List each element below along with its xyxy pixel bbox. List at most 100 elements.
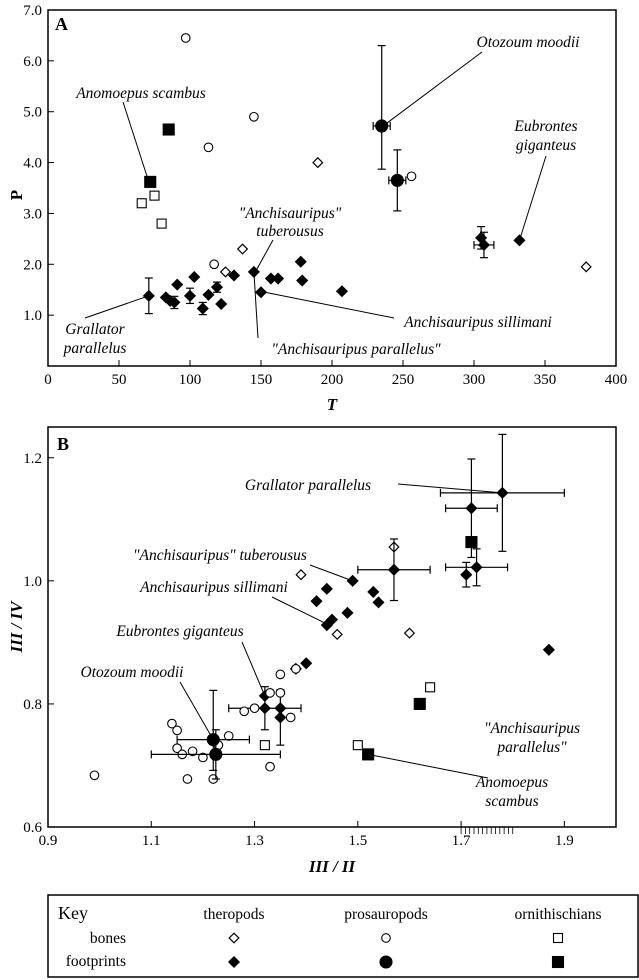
ornithischians-bones-point bbox=[149, 190, 160, 201]
x-tick-label: 350 bbox=[534, 372, 557, 388]
theropods-footprints-point bbox=[470, 561, 483, 574]
key-prosauropods-footprints-marker bbox=[379, 955, 393, 969]
ornithischians-footprints-point bbox=[144, 175, 157, 188]
ornithischians-bones-point bbox=[136, 198, 147, 209]
theropods-footprints-point bbox=[294, 255, 307, 268]
theropods-footprints-point bbox=[346, 574, 359, 587]
theropods-footprints-point bbox=[465, 502, 478, 515]
y-tick-label: 5.0 bbox=[23, 105, 42, 121]
theropods-footprints-point bbox=[387, 563, 401, 576]
prosauropods-bones-point bbox=[291, 663, 301, 674]
theropods-footprints-point bbox=[247, 265, 260, 278]
prosauropods-bones-point bbox=[209, 259, 219, 270]
theropods-footprints-point bbox=[496, 486, 509, 499]
theropods-bones-point bbox=[403, 627, 416, 639]
key-row-bones: bones bbox=[90, 930, 126, 947]
annotation-grallator-parallelus: Grallator parallelus bbox=[245, 477, 371, 494]
ornithischians-footprints-point bbox=[413, 697, 426, 710]
x-tick-label: 250 bbox=[392, 372, 415, 388]
prosauropods-bones-point bbox=[223, 731, 234, 741]
theropods-footprints-point bbox=[258, 702, 271, 715]
prosauropods-footprints-point bbox=[209, 747, 223, 761]
theropods-footprints-point bbox=[310, 595, 323, 608]
annotation-anomoepus-line1: Anomoepus bbox=[475, 774, 548, 791]
theropods-bones-point bbox=[331, 628, 343, 641]
prosauropods-bones-point bbox=[203, 142, 214, 153]
panel-a-y-axis-label: P bbox=[7, 190, 26, 200]
prosauropods-bones-point bbox=[275, 687, 286, 698]
panel-a: A T P 0 50 100 150 200 250 300 350 400 7.0 6.0 5.0 4… bbox=[7, 3, 627, 414]
y-tick-label: 3.0 bbox=[23, 206, 42, 222]
leader-otozoum bbox=[179, 681, 214, 740]
x-tick-label: 200 bbox=[321, 372, 344, 388]
panel-a-letter: A bbox=[55, 14, 68, 34]
theropods-footprints-point bbox=[367, 585, 380, 598]
leader-sillimani bbox=[262, 291, 395, 319]
panel-b-x-axis-label: III / II bbox=[308, 857, 357, 876]
annotation-parallelus-line2: parallelus" bbox=[496, 739, 567, 756]
annotation-otozoum-moodii: Otozoum moodii bbox=[81, 664, 184, 681]
theropods-footprints-point bbox=[320, 582, 333, 595]
prosauropods-bones-point bbox=[265, 761, 275, 772]
prosauropods-bones-point bbox=[167, 718, 177, 729]
theropods-footprints-point bbox=[183, 289, 197, 302]
theropods-footprints-point bbox=[271, 272, 285, 285]
prosauropods-bones-point bbox=[198, 752, 208, 763]
theropods-footprints-point bbox=[513, 234, 526, 247]
key-column-theropods: theropods bbox=[203, 906, 264, 923]
leader-eubrontes bbox=[518, 155, 547, 241]
leader-eubrontes bbox=[241, 641, 266, 697]
annotation-tuberousus-line1: "Anchisauripus" bbox=[239, 205, 342, 222]
theropods-bones-point bbox=[219, 266, 232, 278]
leader-grallator bbox=[84, 295, 149, 319]
x-tick-label: 1.3 bbox=[245, 833, 264, 849]
y-tick-label: 1.0 bbox=[23, 574, 42, 590]
leader-anomoepus bbox=[368, 753, 489, 779]
y-tick-label: 7.0 bbox=[23, 3, 42, 19]
ornithischians-footprints-point bbox=[162, 123, 175, 136]
key-title: Key bbox=[58, 903, 88, 923]
prosauropods-bones-point bbox=[180, 33, 191, 43]
theropods-footprints-point bbox=[196, 302, 209, 315]
theropods-footprints-point bbox=[188, 270, 201, 284]
annotation-eubrontes-line1: Eubrontes bbox=[513, 118, 577, 135]
annotation-anchisauripus-parallelus: "Anchisauripus parallelus" bbox=[271, 341, 441, 358]
theropods-footprints-point bbox=[168, 296, 181, 309]
annotation-otozoum-moodii: Otozoum moodii bbox=[477, 34, 580, 51]
theropods-footprints-point bbox=[254, 286, 268, 299]
leader-otozoum bbox=[382, 51, 483, 127]
theropods-footprints-point bbox=[320, 619, 333, 632]
leader-tuberousus bbox=[254, 239, 274, 273]
prosauropods-bones-point bbox=[172, 725, 182, 736]
theropods-footprints-point bbox=[335, 285, 348, 298]
theropods-footprints-point bbox=[341, 606, 354, 619]
theropods-footprints-point bbox=[296, 274, 309, 287]
key-column-ornithischians: ornithischians bbox=[515, 906, 602, 923]
leader-sillimani bbox=[271, 596, 328, 625]
ornithischians-bones-point bbox=[352, 740, 363, 751]
panel-b-letter: B bbox=[57, 434, 69, 454]
ornithischians-bones-point bbox=[259, 740, 270, 751]
theropods-footprints-point bbox=[227, 269, 241, 282]
theropods-footprints-point bbox=[142, 289, 155, 302]
key-theropods-bones-marker bbox=[228, 932, 240, 944]
annotation-grallator-line2: parallelus bbox=[63, 340, 127, 357]
theropods-footprints-point bbox=[171, 278, 184, 291]
y-tick-label: 4.0 bbox=[23, 156, 42, 172]
y-tick-label: 0.6 bbox=[23, 820, 42, 836]
prosauropods-footprints-point bbox=[206, 733, 220, 747]
annotation-eubrontes-giganteus: Eubrontes giganteus bbox=[115, 623, 243, 640]
theropods-footprints-point bbox=[202, 288, 215, 301]
ornithischians-footprints-point bbox=[465, 536, 478, 549]
x-tick-label: 150 bbox=[250, 372, 273, 388]
theropods-footprints-point bbox=[274, 711, 287, 724]
panel-b-y-axis-label: III / IV bbox=[7, 600, 26, 654]
key-ornithischians-footprints-marker bbox=[551, 955, 565, 969]
theropods-footprints-point bbox=[300, 657, 313, 670]
theropods-bones-point bbox=[236, 243, 249, 255]
prosauropods-bones-point bbox=[187, 746, 198, 757]
theropods-footprints-point bbox=[542, 643, 555, 656]
x-tick-label: 400 bbox=[605, 372, 628, 388]
y-tick-label: 1.0 bbox=[23, 308, 42, 324]
theropods-footprints-point bbox=[460, 568, 473, 581]
